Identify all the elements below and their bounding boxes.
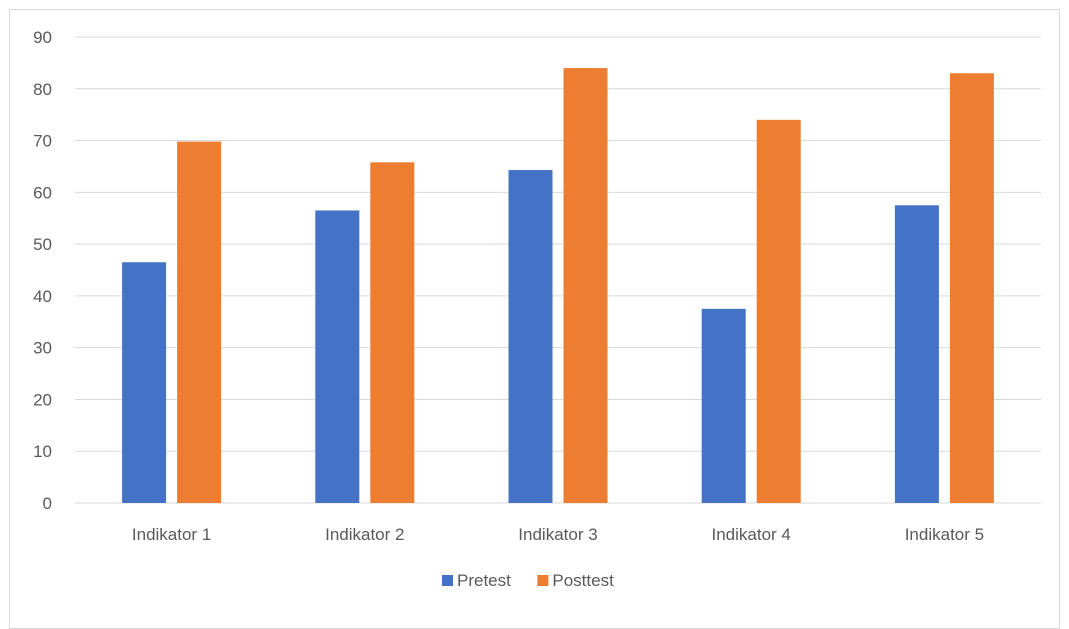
bar-pretest-2 (315, 210, 360, 503)
legend: Pretest Posttest (442, 571, 614, 590)
y-tick-label: 70 (33, 132, 52, 151)
bar-posttest-4 (756, 119, 801, 503)
bars (122, 68, 994, 504)
y-tick-label: 50 (33, 235, 52, 254)
legend-swatch-posttest (537, 575, 549, 586)
y-tick-label: 40 (33, 287, 52, 306)
gridlines (75, 36, 1041, 504)
x-category-label: Indikator 5 (905, 525, 984, 544)
x-category-label: Indikator 1 (132, 525, 211, 544)
legend-label-pretest: Pretest (457, 571, 511, 590)
y-tick-label: 20 (33, 390, 52, 409)
bar-posttest-1 (177, 141, 222, 503)
y-tick-label: 90 (33, 28, 52, 47)
bar-posttest-5 (949, 73, 994, 503)
bar-pretest-1 (122, 262, 167, 503)
bar-pretest-3 (508, 170, 553, 503)
bar-posttest-3 (563, 68, 608, 504)
legend-swatch-pretest (442, 575, 453, 586)
y-axis-ticks: 0 10 20 30 40 50 60 70 80 90 (33, 28, 52, 513)
x-axis-categories: Indikator 1 Indikator 2 Indikator 3 Indikat… (132, 525, 984, 544)
x-category-label: Indikator 2 (325, 525, 404, 544)
bar-pretest-5 (894, 205, 939, 503)
bar-pretest-4 (701, 308, 746, 503)
y-tick-label: 30 (33, 339, 52, 358)
y-tick-label: 0 (43, 494, 52, 513)
x-category-label: Indikator 3 (518, 525, 597, 544)
legend-label-posttest: Posttest (552, 571, 614, 590)
y-tick-label: 10 (33, 442, 52, 461)
x-category-label: Indikator 4 (712, 525, 791, 544)
y-tick-label: 80 (33, 80, 52, 99)
y-tick-label: 60 (33, 183, 52, 202)
bar-posttest-2 (370, 162, 415, 503)
